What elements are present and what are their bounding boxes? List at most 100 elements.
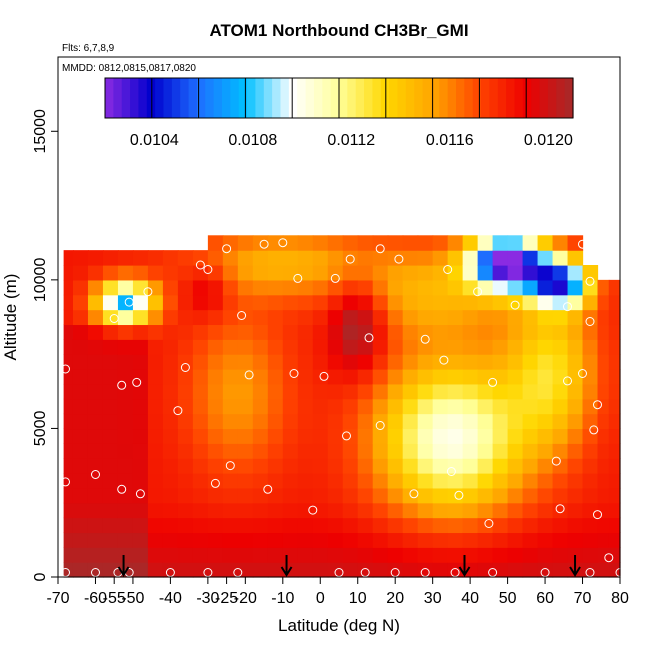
heatmap-cell [417,487,434,504]
heatmap-cell [102,562,119,578]
heatmap-cell [447,473,464,489]
sample-point [473,287,483,297]
heatmap-cell [63,502,74,519]
heatmap-cell [72,428,89,444]
heatmap-cell [357,562,374,578]
heatmap-cell [462,235,479,251]
heatmap-cell [342,517,359,534]
heatmap-cell [63,294,74,311]
heatmap-cell [102,279,119,296]
x-tick-label: -30 [196,590,219,607]
heatmap-cell [327,458,344,474]
heatmap-cell [312,339,329,355]
sample-point [563,376,572,386]
heatmap-cell [387,354,404,370]
heatmap-cell [507,562,524,578]
heatmap-cell [87,250,104,266]
heatmap-cell [387,562,404,578]
colorbar-segment [222,78,231,118]
heatmap-cell [492,473,509,489]
heatmap-cell [87,413,104,430]
heatmap-cell [447,517,464,534]
heatmap-cell [282,428,299,444]
heatmap-cell [87,517,104,534]
heatmap-cell [192,443,209,459]
x-tick-label: 40 [461,590,479,607]
heatmap-cell [63,458,74,474]
heatmap-cell [597,383,610,400]
sample-point [443,265,453,274]
heatmap-cell [63,517,74,534]
heatmap-cell [117,250,134,266]
sample-point [585,317,595,326]
heatmap-cell [522,532,539,548]
heatmap-cell [387,398,404,415]
heatmap-cell [522,398,539,415]
heatmap-cell [387,413,404,430]
y-tick-label: 5000 [32,411,49,447]
colorbar-segment [414,78,424,118]
heatmap-cell [72,265,89,281]
heatmap-cell [102,517,119,534]
heatmap-cell [552,458,569,474]
heatmap-cell [222,473,239,489]
heatmap-cell [507,354,524,370]
sample-point [244,370,254,380]
colorbar-segment [405,78,415,118]
heatmap-cell [387,339,404,355]
heatmap-cell [72,309,89,326]
heatmap-cell [63,532,74,548]
heatmap-cell [492,517,509,534]
heatmap-cell [477,532,494,548]
heatmap-cell [252,265,269,281]
heatmap-cell [537,235,554,251]
heatmap-cell [462,428,479,444]
heatmap-cell [237,265,254,281]
heatmap-cell [162,398,179,415]
heatmap-cell [312,279,329,296]
colorbar-segment [372,78,382,118]
colorbar-segment [247,78,257,118]
heatmap-cell [132,294,149,311]
heatmap-cell [477,354,494,370]
heatmap-cell [117,398,134,415]
heatmap-cell [87,383,104,400]
heatmap-cell [102,547,119,563]
sample-point [278,238,288,248]
heatmap-cell [327,339,344,355]
heatmap-cell [192,383,209,400]
heatmap-cell [282,279,299,296]
heatmap-cell [312,502,329,519]
x-tick-label: -50 [121,590,144,607]
colorbar-segment [355,78,365,118]
heatmap-cell [432,443,449,459]
heatmap-cell [177,428,194,444]
sample-point [454,490,464,500]
heatmap-cell [477,294,494,311]
heatmap-cell [282,532,299,548]
heatmap-cell [477,383,494,400]
heatmap-cell [372,383,389,400]
heatmap-cell [132,354,149,370]
heatmap-cell [357,294,374,311]
heatmap-cell [417,339,434,355]
heatmap-cell [222,458,239,474]
colorbar-segment [130,78,140,118]
heatmap-cell [552,517,569,534]
heatmap-cell [297,339,314,355]
x-axis: -70 -55 -40 -25 -10 0 10 20 30 40 50 60 70 80 -60 -50 -3… [46,577,629,607]
colorbar-segment [564,78,574,118]
heatmap-cell [117,354,134,370]
heatmap-cell [282,458,299,474]
heatmap-cell [297,517,314,534]
colorbar-frame [104,77,574,119]
heatmap-cell [147,562,164,578]
heatmap-cell [507,383,524,400]
sample-point [345,254,355,264]
heatmap-cell [582,473,599,489]
heatmap-cell [207,339,224,355]
heatmap-cell [357,398,374,415]
heatmap-cell [132,532,149,548]
heatmap-cell [267,562,284,578]
heatmap-cell [282,354,299,370]
